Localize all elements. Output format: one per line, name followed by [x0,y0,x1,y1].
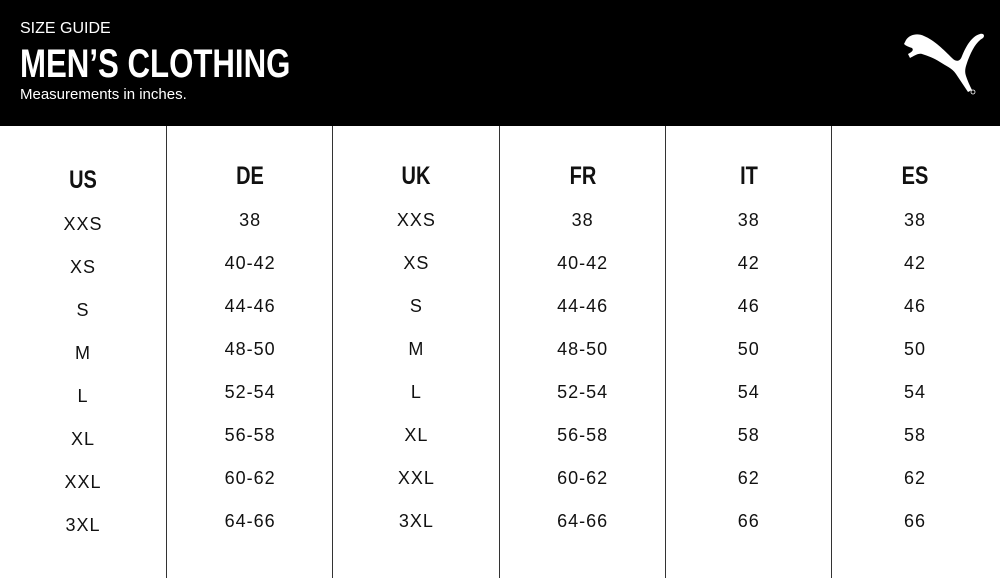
table-cell: 58 [737,425,760,445]
subtitle: Measurements in inches. [20,86,187,103]
column-header: US [69,166,97,194]
table-cell: XXL [397,468,435,488]
table-cell: 46 [737,296,760,316]
column-de: DE 38 40-42 44-46 48-50 52-54 56-58 60-62 64-66 [166,126,333,578]
table-cell: 56-58 [224,425,276,445]
table-cell: 48-50 [224,339,276,359]
page-title: MEN’S CLOTHING [20,42,291,86]
table-cell: 64-66 [224,511,276,531]
table-cell: XL [70,429,96,449]
table-cell: 38 [737,210,760,230]
table-cell: 62 [903,468,927,488]
column-us: US XXS XS S M L XL XXL 3XL [0,126,166,578]
column-header: DE [236,162,265,190]
table-cell: M [408,339,425,359]
table-cell: XL [404,425,429,445]
column-uk: UK XXS XS S M L XL XXL 3XL [332,126,499,578]
table-cell: 54 [903,382,927,402]
table-cell: XS [69,257,96,277]
table-cell: 3XL [65,515,101,535]
column-header: FR [569,162,596,190]
table-cell: 58 [903,425,927,445]
column-header: UK [401,162,431,190]
kicker: SIZE GUIDE [20,20,111,37]
table-cell: S [409,296,423,316]
table-cell: 38 [239,210,262,230]
column-header: IT [739,162,758,190]
table-cell: 64-66 [557,511,609,531]
table-cell: XXS [396,210,436,230]
table-cell: 50 [903,339,927,359]
table-cell: 66 [903,511,927,531]
table-cell: 44-46 [224,296,276,316]
table-cell: 44-46 [557,296,609,316]
table-cell: 42 [903,253,927,273]
table-cell: 38 [571,210,594,230]
table-cell: 56-58 [557,425,609,445]
puma-logo-icon [904,33,984,95]
table-cell: 38 [903,210,927,230]
table-cell: XXL [64,472,102,492]
table-cell: 54 [737,382,760,402]
table-cell: M [75,343,91,363]
table-cell: 46 [903,296,927,316]
table-cell: L [410,382,422,402]
table-cell: 40-42 [224,253,276,273]
column-es: ES 38 42 46 50 54 58 62 66 [831,126,998,578]
table-cell: 62 [737,468,760,488]
table-cell: XXS [63,214,103,234]
table-cell: 40-42 [557,253,609,273]
table-cell: 52-54 [557,382,609,402]
column-header: ES [901,162,929,190]
table-cell: 66 [737,511,760,531]
column-fr: FR 38 40-42 44-46 48-50 52-54 56-58 60-62 64-66 [498,126,666,578]
table-cell: 60-62 [224,468,276,488]
table-cell: L [77,386,89,406]
table-cell: 3XL [398,511,434,531]
table-cell: XS [403,253,430,273]
table-cell: 48-50 [557,339,609,359]
table-cell: 60-62 [557,468,609,488]
table-cell: S [76,300,90,320]
table-cell: 50 [737,339,760,359]
header-banner: SIZE GUIDE MEN’S CLOTHING Measurements i… [0,0,1000,126]
table-cell: 42 [737,253,760,273]
column-it: IT 38 42 46 50 54 58 62 66 [664,126,832,578]
table-cell: 52-54 [224,382,276,402]
